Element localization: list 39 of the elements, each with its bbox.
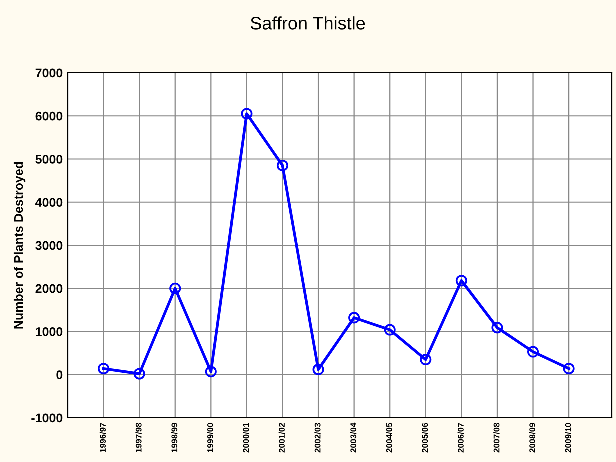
point [420,354,432,366]
point [170,282,182,294]
point [205,366,217,378]
x-tick-label: 2009/10 [565,423,572,453]
x-tick-label: 2001/02 [278,423,286,453]
chart-title: Saffron Thistle [250,16,366,30]
point [527,346,540,358]
point [241,108,253,120]
point [276,160,289,172]
y-tick-label: 4000 [36,198,63,208]
y-tick-label: 2000 [36,284,63,294]
x-tick-label: 1997/98 [136,423,142,452]
x-tick-label: 2008/09 [529,423,536,453]
point [134,368,146,380]
point [348,312,360,324]
x-tick-label: 2002/03 [314,423,321,453]
y-tick-label: 3000 [36,241,63,250]
y-tick-label: 1000 [36,328,63,336]
x-tick-label: 2000/01 [243,423,250,453]
x-tick-label: 2007/08 [494,423,500,453]
point [456,275,468,287]
x-tick-label: 2005/06 [422,423,428,453]
point [98,363,110,375]
x-tick-label: 1998/99 [171,423,178,452]
y-tick-label: 5000 [36,155,63,164]
y-tick-label: 0 [56,370,63,380]
x-tick-label: 1999/00 [207,423,214,452]
point [312,364,324,376]
y-axis-title: Number of Plants Destroyed [14,162,26,329]
y-tick-label: 7000 [36,68,63,78]
x-tick-label: 2006/07 [458,423,464,453]
point [563,363,575,375]
x-tick-label: 1996/97 [100,423,106,452]
point [492,322,504,334]
x-tick-label: 2003/04 [350,422,357,453]
y-tick-label: 6000 [36,112,63,121]
y-tick-label: -1000 [32,414,63,423]
point [384,324,396,336]
x-tick-label: 2004/05 [386,423,392,453]
